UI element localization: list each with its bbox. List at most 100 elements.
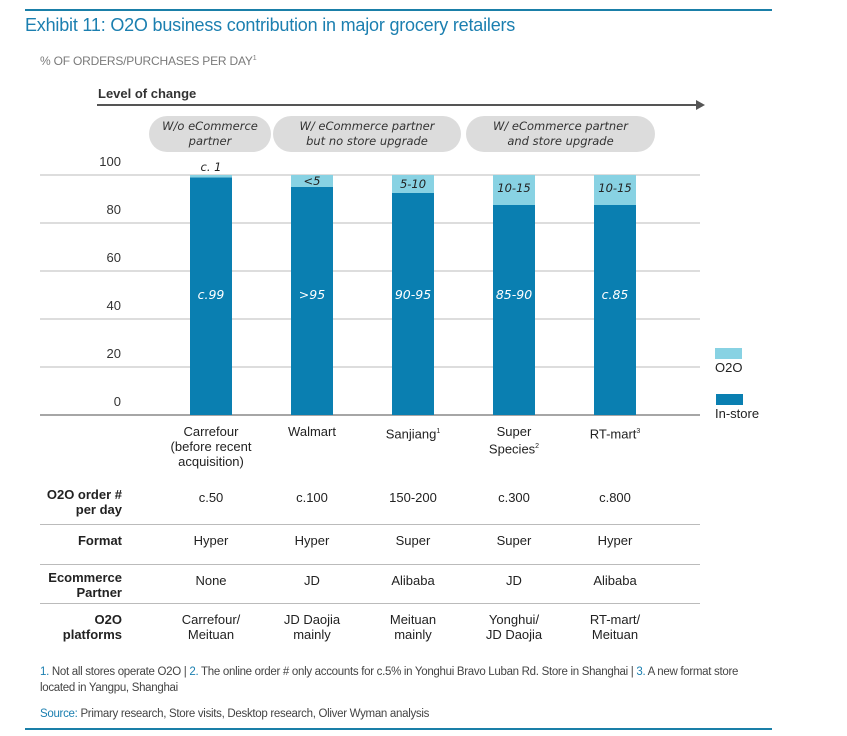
y-tick-label: 0 — [114, 394, 121, 409]
group-pill-line: and store upgrade — [507, 134, 614, 148]
table-row-header: O2O order # per day — [46, 487, 122, 517]
bar-in-store — [594, 205, 636, 415]
group-pill-partner-no-upgrade: W/ eCommerce partner but no store upgrade — [273, 116, 461, 152]
table-cell: Hyper — [193, 533, 229, 548]
group-pill-line: W/ eCommerce partner — [299, 119, 435, 133]
table-cell: 150-200 — [389, 490, 437, 505]
x-category-label-line: (before recent — [170, 439, 252, 454]
x-category-label-line: RT-mart — [589, 426, 637, 442]
table-row-header: Ecommerce Partner — [48, 570, 122, 600]
table-cell: Alibaba — [391, 573, 435, 588]
bar-label-o2o: c. 1 — [201, 160, 222, 174]
table-row-separator — [40, 603, 700, 604]
y-tick-label: 80 — [107, 202, 121, 217]
x-category-label-line: Sanjiang — [385, 426, 437, 442]
legend-swatch-in-store — [716, 394, 743, 405]
table-cell: None — [195, 573, 227, 588]
table-cell: c.50 — [198, 490, 224, 505]
table-row-separator — [40, 524, 700, 525]
source-label: Source: — [40, 708, 78, 720]
footnote-number: 2. — [189, 666, 199, 678]
group-pill-line: but no store upgrade — [306, 134, 428, 148]
y-tick-label: 100 — [99, 154, 121, 169]
bottom-rule — [25, 728, 772, 730]
table-cell: c.800 — [599, 490, 631, 505]
table-row-header: O2O platforms — [62, 612, 122, 642]
group-pill-line: W/ eCommerce partner — [493, 119, 628, 133]
table-cell: Hyper — [294, 533, 330, 548]
x-category-label: RT-mart3 — [560, 424, 670, 441]
footnote-text: Not all stores operate O2O | — [49, 666, 190, 678]
y-tick-label: 60 — [107, 250, 121, 265]
y-tick-label: 40 — [107, 298, 121, 313]
footnote-text: A new format store located in Yangpu, Sh… — [40, 666, 739, 694]
footnote-number: 3. — [636, 666, 646, 678]
bar-label-in-store: c.99 — [198, 287, 225, 302]
x-category-label-line: acquisition) — [178, 454, 244, 469]
table-cell: c.300 — [498, 490, 530, 505]
legend-swatch-o2o — [715, 348, 742, 359]
level-of-change-label: Level of change — [98, 86, 197, 101]
bar-o2o — [190, 175, 232, 178]
y-tick-label: 20 — [107, 346, 121, 361]
table-cell: Yonghui/JD Daojia — [485, 612, 543, 642]
table-cell: Hyper — [597, 533, 633, 548]
group-pill-no-partner: W/o eCommerce partner — [149, 116, 271, 152]
table-cell: Meituan mainly — [389, 612, 437, 642]
source-text: Primary research, Store visits, Desktop … — [77, 708, 430, 720]
x-category-label: Super Species2 — [459, 424, 569, 456]
subtitle-footnote-mark: 1 — [252, 55, 257, 62]
table-cell: Super — [496, 533, 532, 548]
subtitle-text: % OF ORDERS/PURCHASES PER DAY — [40, 54, 253, 68]
table-cell: Super — [395, 533, 431, 548]
x-category-label: Walmart — [257, 424, 367, 439]
footnote-mark: 1 — [436, 428, 441, 435]
table-cell: Carrefour/Meituan — [181, 612, 241, 642]
table-row-header: Format — [77, 533, 122, 548]
exhibit-title: Exhibit 11: O2O business contribution in… — [25, 15, 516, 35]
x-category-label-line: Species — [488, 441, 536, 457]
bar-in-store — [392, 193, 434, 415]
footnote-number: 1. — [40, 666, 49, 678]
top-rule — [25, 9, 772, 11]
bar-label-o2o: <5 — [304, 174, 321, 188]
table-cell: c.100 — [296, 490, 328, 505]
footnote-mark: 2 — [535, 443, 540, 450]
group-pill-partner-and-upgrade: W/ eCommerce partner and store upgrade — [466, 116, 655, 152]
bar-in-store — [291, 187, 333, 415]
table-cell: RT-mart/Meituan — [589, 612, 641, 642]
bar-o2o — [392, 175, 434, 193]
bar-in-store — [190, 177, 232, 415]
bar-o2o — [493, 175, 535, 205]
x-category-label-line: Walmart — [288, 424, 336, 439]
table-cell: Alibaba — [593, 573, 637, 588]
bar-label-o2o: 5-10 — [400, 177, 426, 191]
x-category-label: Sanjiang1 — [358, 424, 468, 441]
bar-label-in-store: >95 — [299, 287, 325, 302]
bar-label-o2o: 10-15 — [497, 181, 530, 195]
table-cell: JD — [304, 573, 320, 588]
bar-o2o — [594, 175, 636, 205]
bar-label-o2o: 10-15 — [598, 181, 631, 195]
bar-label-in-store: c.85 — [602, 287, 629, 302]
x-category-label-line: Super — [496, 424, 532, 439]
table-cell: JD — [506, 573, 522, 588]
group-pill-line: W/o eCommerce — [162, 119, 258, 133]
arrow-head-icon — [696, 100, 705, 110]
footnote-mark: 3 — [636, 428, 641, 435]
level-of-change-arrow-line — [97, 104, 697, 106]
legend-label-in-store: In-store — [715, 406, 760, 421]
x-category-label: Carrefour (before recent acquisition) — [156, 424, 266, 469]
source-line: Source: Primary research, Store visits, … — [40, 706, 770, 722]
footnote-text: The online order # only accounts for c.5… — [198, 666, 637, 678]
legend-label-o2o: O2O — [715, 360, 743, 375]
footnotes: 1. Not all stores operate O2O | 2. The o… — [40, 664, 770, 696]
table-cell: JD Daojia mainly — [283, 612, 341, 642]
group-pill-line: partner — [188, 134, 232, 148]
bar-o2o — [291, 175, 333, 187]
chart-subtitle: % OF ORDERS/PURCHASES PER DAY1 — [40, 54, 257, 68]
x-category-label-line: Carrefour — [183, 424, 239, 439]
bar-in-store — [493, 205, 535, 415]
table-row-separator — [40, 564, 700, 565]
